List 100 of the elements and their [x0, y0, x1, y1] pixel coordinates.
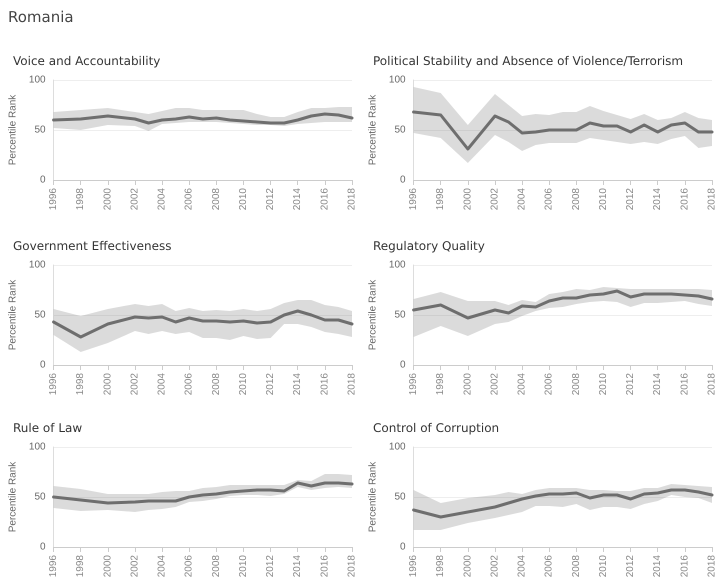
x-tick-label: 2012	[625, 554, 636, 578]
x-tick-label: 2004	[516, 372, 528, 396]
x-tick-label: 2002	[129, 372, 140, 396]
x-tick-label: 2012	[265, 554, 276, 578]
x-tick-label: 2006	[184, 188, 195, 210]
y-tick-label: 50	[34, 124, 46, 136]
y-axis-title: Percentile Rank	[368, 278, 378, 350]
y-axis-title: Percentile Rank	[8, 94, 18, 166]
y-axis-title: Percentile Rank	[368, 460, 378, 532]
x-tick-label: 2016	[679, 554, 690, 578]
x-tick-label: 2010	[598, 188, 609, 210]
y-tick-label: 0	[400, 360, 406, 370]
x-tick-label: 2016	[679, 372, 690, 396]
x-tick-label: 2002	[489, 188, 500, 210]
x-tick-label: 2002	[489, 372, 500, 396]
chart-title: Government Effectiveness	[13, 239, 172, 253]
y-tick-label: 100	[28, 442, 46, 452]
x-tick-label: 2002	[489, 554, 500, 578]
y-tick-label: 100	[28, 260, 46, 270]
x-tick-label: 2000	[462, 372, 474, 396]
x-tick-label: 1996	[408, 188, 420, 210]
text: Romania	[8, 8, 74, 26]
x-tick-label: 2002	[129, 188, 140, 210]
y-tick-label: 50	[394, 124, 406, 136]
y-tick-label: 50	[34, 492, 46, 502]
x-tick-label: 2014	[652, 188, 664, 210]
x-tick-label: 1996	[408, 372, 420, 396]
y-tick-label: 50	[34, 310, 46, 320]
x-tick-label: 2006	[184, 372, 195, 396]
x-tick-label: 2004	[156, 372, 168, 396]
x-tick-label: 2006	[184, 554, 195, 578]
x-tick-label: 1998	[435, 188, 446, 210]
x-tick-label: 2012	[625, 188, 636, 210]
x-tick-label: 1998	[435, 554, 446, 578]
x-tick-label: 1998	[75, 554, 86, 578]
x-tick-label: 2014	[652, 554, 664, 578]
x-tick-label: 2010	[238, 372, 249, 396]
x-tick-label: 2016	[319, 188, 330, 210]
x-tick-label: 2000	[462, 554, 474, 578]
x-tick-label: 2018	[706, 554, 718, 578]
x-tick-label: 2016	[679, 188, 690, 210]
x-tick-label: 2010	[598, 372, 609, 396]
x-tick-label: 2018	[346, 372, 358, 396]
x-tick-label: 2018	[706, 188, 718, 210]
x-tick-label: 2016	[319, 372, 330, 396]
x-tick-label: 2012	[265, 372, 276, 396]
x-tick-label: 1996	[48, 188, 60, 210]
line-series	[412, 290, 714, 320]
chart-title: Control of Corruption	[373, 421, 500, 435]
x-tick-label: 2008	[210, 554, 222, 578]
x-tick-label: 2008	[210, 188, 222, 210]
x-tick-label: 2006	[544, 188, 555, 210]
x-tick-label: 2014	[292, 188, 304, 210]
x-tick-label: 1996	[48, 554, 60, 578]
x-tick-label: 2008	[210, 372, 222, 396]
chart-title: Rule of Law	[13, 421, 82, 435]
y-tick-label: 100	[28, 74, 46, 86]
x-tick-label: 2006	[544, 554, 555, 578]
x-tick-label: 1996	[408, 554, 420, 578]
x-tick-label: 1996	[48, 372, 60, 396]
x-tick-label: 2014	[292, 554, 304, 578]
x-tick-label: 2008	[570, 188, 582, 210]
x-tick-label: 2004	[156, 554, 168, 578]
y-axis-title: Percentile Rank	[8, 278, 18, 350]
x-tick-label: 2006	[544, 372, 555, 396]
x-tick-label: 2000	[102, 554, 114, 578]
x-tick-label: 2010	[238, 188, 249, 210]
x-tick-label: 2018	[706, 372, 718, 396]
line-series	[52, 112, 354, 124]
x-tick-label: 2018	[346, 554, 358, 578]
x-tick-label: 2010	[238, 554, 249, 578]
chart-title: Political Stability and Absence of Violence/Terrorism	[373, 54, 684, 68]
x-tick-label: 2012	[265, 188, 276, 210]
y-tick-label: 0	[400, 542, 406, 552]
x-tick-label: 2018	[346, 188, 358, 210]
x-tick-label: 2014	[652, 372, 664, 396]
x-tick-label: 1998	[75, 372, 86, 396]
y-axis-title: Percentile Rank	[368, 94, 378, 166]
x-tick-label: 2004	[156, 188, 168, 210]
x-tick-label: 1998	[435, 372, 446, 396]
chart-title: Voice and Accountability	[13, 54, 160, 68]
x-tick-label: 2008	[570, 372, 582, 396]
y-tick-label: 100	[388, 442, 406, 452]
line-series	[52, 310, 354, 338]
y-tick-label: 100	[388, 74, 406, 86]
line-series	[412, 488, 714, 518]
x-tick-label: 2012	[625, 372, 636, 396]
y-tick-label: 0	[40, 174, 46, 186]
y-tick-label: 0	[40, 360, 46, 370]
x-tick-label: 2014	[292, 372, 304, 396]
y-tick-label: 0	[400, 174, 406, 186]
x-tick-label: 2016	[319, 554, 330, 578]
line-series	[412, 110, 714, 150]
x-tick-label: 2000	[102, 372, 114, 396]
y-tick-label: 0	[40, 542, 46, 552]
chart-title: Regulatory Quality	[373, 239, 485, 253]
y-tick-label: 50	[394, 310, 406, 320]
line-series	[52, 482, 354, 504]
x-tick-label: 2002	[129, 554, 140, 578]
x-tick-label: 2000	[462, 188, 474, 210]
